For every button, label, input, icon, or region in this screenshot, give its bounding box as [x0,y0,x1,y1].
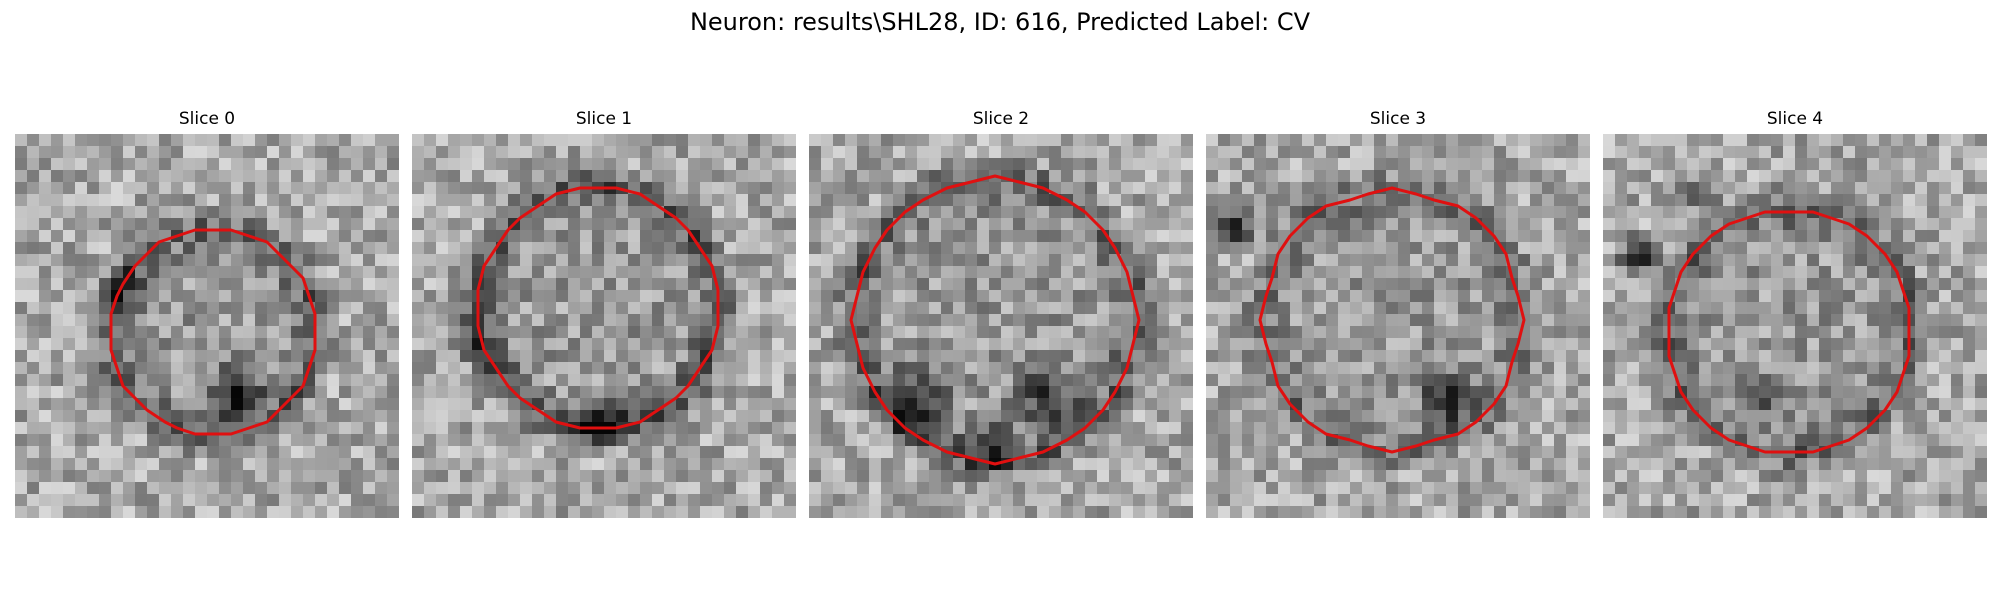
segmentation-contour [109,228,317,436]
slice-title: Slice 0 [178,109,236,129]
pixel-grid [1206,134,1590,518]
slice-panel-1: Slice 1 [412,108,796,518]
pixel-grid [15,134,399,518]
slice-panel-2: Slice 2 [809,108,1193,518]
slice-image [1206,134,1590,518]
slice-panel-3: Slice 3 [1206,108,1590,518]
segmentation-contour [1258,186,1526,454]
slice-image [1603,134,1987,518]
slice-title: Slice 1 [575,109,633,129]
slice-panel-0: Slice 0 [15,108,399,518]
slice-title: Slice 3 [1369,109,1427,129]
figure-title: Neuron: results\SHL28, ID: 616, Predicte… [689,8,1311,36]
slice-panel-4: Slice 4 [1603,108,1987,518]
slice-title: Slice 2 [972,109,1030,129]
slice-image [15,134,399,518]
pixel-grid [1603,134,1987,518]
segmentation-contour [849,174,1141,466]
segmentation-contour [476,186,720,430]
segmentation-contour [1667,210,1911,454]
pixel-grid [809,134,1193,518]
slice-title: Slice 4 [1766,109,1824,129]
slice-image [412,134,796,518]
slice-image [809,134,1193,518]
pixel-grid [412,134,796,518]
